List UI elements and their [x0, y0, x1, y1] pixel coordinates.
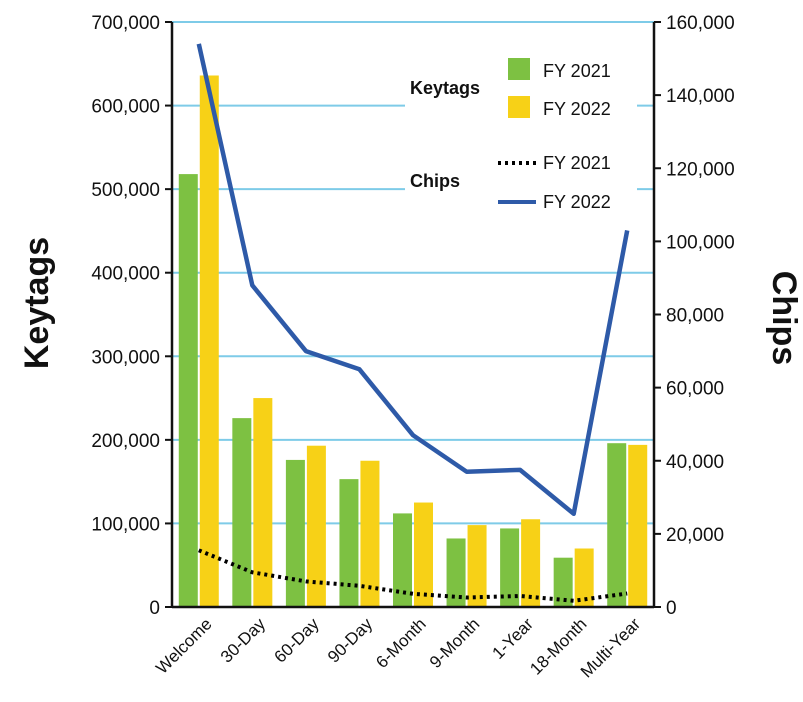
category-label: Multi-Year [577, 614, 644, 681]
bar-fy2022 [628, 444, 648, 607]
category-label: Welcome [152, 614, 215, 677]
left-tick-label: 0 [149, 598, 160, 619]
bar-fy2022 [199, 75, 219, 607]
legend-label-keytags-fy2021: FY 2021 [543, 61, 611, 81]
right-tick-label: 20,000 [666, 525, 724, 546]
bar-fy2022 [253, 398, 273, 607]
category-label: 90-Day [324, 614, 377, 667]
left-tick-label: 500,000 [91, 180, 160, 201]
legend: Keytags FY 2021 FY 2022 Chips FY 2021 FY… [405, 48, 637, 224]
bar-fy2022 [574, 548, 594, 607]
bar-fy2021 [232, 418, 252, 607]
legend-label-chips-fy2022: FY 2022 [543, 192, 611, 212]
bar-fy2022 [467, 525, 487, 607]
left-tick-label: 700,000 [91, 13, 160, 34]
right-tick-label: 60,000 [666, 379, 724, 400]
category-label: 9-Month [426, 614, 484, 672]
legend-swatch-keytags-fy2021 [508, 58, 530, 80]
bar-fy2021 [446, 538, 466, 607]
legend-label-keytags-fy2022: FY 2022 [543, 99, 611, 119]
bar-fy2021 [393, 513, 412, 607]
category-label: 30-Day [217, 614, 270, 667]
right-tick-label: 0 [666, 598, 677, 619]
right-tick-label: 80,000 [666, 306, 724, 327]
bar-fy2021 [553, 557, 573, 607]
right-tick-label: 100,000 [666, 232, 735, 253]
left-axis-title: Keytags [18, 237, 56, 369]
bars [178, 75, 648, 607]
bar-fy2021 [500, 528, 520, 607]
bar-fy2021 [285, 459, 305, 607]
left-tick-label: 100,000 [91, 514, 160, 535]
left-tick-label: 600,000 [91, 97, 160, 118]
bar-fy2021 [178, 174, 198, 607]
bar-fy2022 [306, 445, 326, 607]
left-axis-ticks: 0 100,000 200,000 300,000 400,000 500,000 600,… [91, 13, 172, 619]
right-tick-label: 40,000 [666, 452, 724, 473]
left-tick-label: 400,000 [91, 264, 160, 285]
legend-label-chips-fy2021: FY 2021 [543, 153, 611, 173]
series-lines [196, 43, 630, 603]
bar-fy2022 [414, 502, 433, 607]
legend-chips-heading: Chips [410, 171, 460, 191]
line-chips-fy2022 [196, 43, 630, 517]
category-label: 1-Year [489, 614, 538, 663]
bar-fy2021 [339, 479, 359, 607]
right-tick-label: 140,000 [666, 86, 735, 107]
bar-fy2022 [521, 519, 541, 607]
bar-fy2022 [360, 460, 380, 607]
right-tick-label: 120,000 [666, 159, 735, 180]
right-tick-label: 160,000 [666, 13, 735, 34]
category-label: 6-Month [372, 614, 430, 672]
right-axis-title: Chips [765, 271, 803, 365]
legend-swatch-keytags-fy2022 [508, 96, 530, 118]
right-axis-ticks: 0 20,000 40,000 60,000 80,000 100,000 120,000 1… [654, 13, 735, 619]
legend-keytags-heading: Keytags [410, 78, 480, 98]
left-tick-label: 300,000 [91, 347, 160, 368]
left-tick-label: 200,000 [91, 431, 160, 452]
category-label: 60-Day [271, 614, 324, 667]
bar-fy2021 [607, 443, 627, 607]
